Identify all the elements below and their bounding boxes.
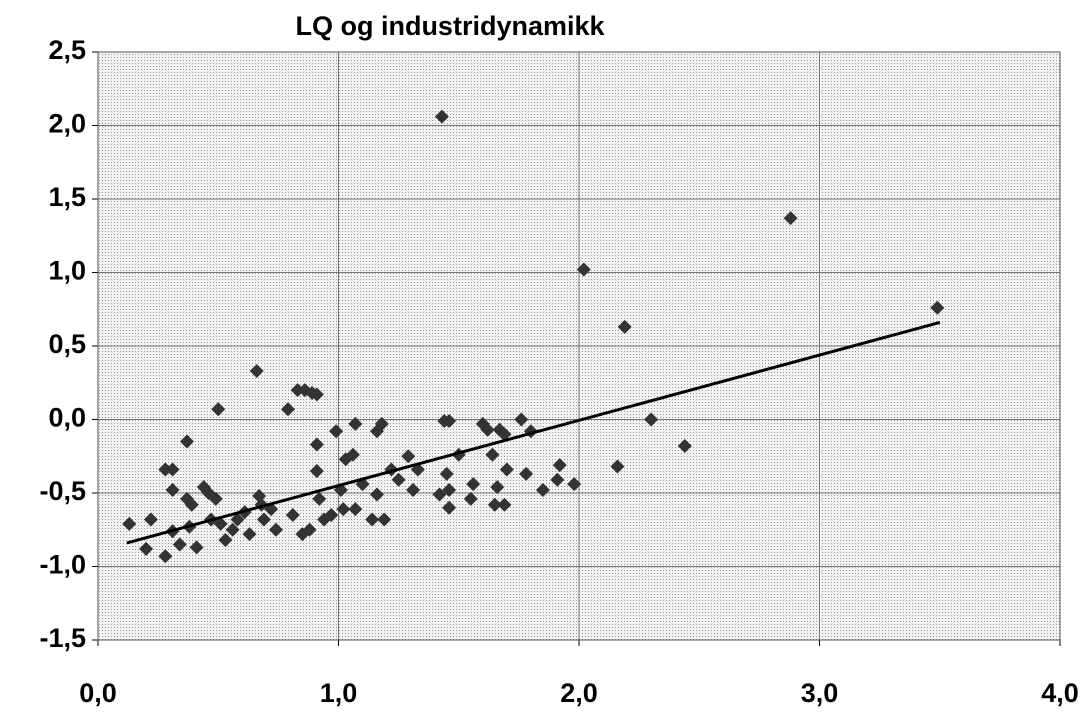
x-tick-label: 2,0: [560, 678, 598, 708]
y-tick-label: -1,0: [39, 550, 86, 580]
point: [463, 491, 478, 506]
point: [225, 522, 240, 537]
point: [550, 472, 565, 487]
point: [336, 502, 351, 517]
y-tick-label: -0,5: [39, 476, 86, 506]
y-tick-label: 0,5: [48, 329, 86, 359]
point: [783, 211, 798, 226]
point: [576, 262, 591, 277]
y-tick-label: 2,0: [48, 109, 86, 139]
point: [610, 459, 625, 474]
point: [442, 413, 457, 428]
point: [930, 300, 945, 315]
point: [432, 487, 447, 502]
y-tick-label: 1,5: [48, 182, 86, 212]
point: [329, 424, 344, 439]
point: [208, 491, 223, 506]
point: [377, 512, 392, 527]
point: [165, 462, 180, 477]
x-tick-label: 4,0: [1041, 678, 1079, 708]
point: [242, 527, 257, 542]
point: [552, 458, 567, 473]
point: [348, 416, 363, 431]
plot-border: [97, 51, 1061, 641]
y-tick-label: 2,5: [48, 35, 86, 65]
point: [442, 500, 457, 515]
x-tick-label: 0,0: [79, 678, 117, 708]
point: [487, 497, 502, 512]
point: [184, 497, 199, 512]
point: [617, 319, 632, 334]
point: [189, 540, 204, 555]
chart-title: LQ og industridynamikk: [295, 11, 605, 41]
point: [280, 402, 295, 417]
point: [309, 387, 324, 402]
point: [309, 437, 324, 452]
point: [324, 508, 339, 523]
y-tick-label: -1,5: [39, 623, 86, 653]
point: [302, 522, 317, 537]
x-tick-label: 1,0: [320, 678, 358, 708]
point: [401, 449, 416, 464]
point: [480, 422, 495, 437]
point: [213, 516, 228, 531]
point: [143, 512, 158, 527]
point: [172, 537, 187, 552]
point: [406, 483, 421, 498]
point: [374, 416, 389, 431]
x-tick-label: 3,0: [801, 678, 839, 708]
point: [218, 533, 233, 548]
point: [442, 483, 457, 498]
point: [158, 549, 173, 564]
point: [485, 447, 500, 462]
point: [535, 483, 550, 498]
point: [158, 462, 173, 477]
point: [439, 466, 454, 481]
point: [345, 447, 360, 462]
point: [497, 427, 512, 442]
point: [644, 412, 659, 427]
point: [122, 516, 137, 531]
point: [309, 463, 324, 478]
point: [285, 508, 300, 523]
point: [391, 472, 406, 487]
point: [567, 477, 582, 492]
point: [499, 462, 514, 477]
point: [312, 491, 327, 506]
point: [677, 438, 692, 453]
point: [514, 412, 529, 427]
point: [256, 512, 271, 527]
point: [490, 480, 505, 495]
trend-line: [126, 321, 941, 545]
y-tick-label: 0,0: [48, 403, 86, 433]
point: [434, 109, 449, 124]
point: [369, 487, 384, 502]
point: [179, 434, 194, 449]
point: [348, 502, 363, 517]
point: [230, 512, 245, 527]
point: [365, 512, 380, 527]
point: [268, 522, 283, 537]
point: [211, 402, 226, 417]
point: [139, 541, 154, 556]
point: [519, 466, 534, 481]
point: [165, 483, 180, 498]
point: [497, 497, 512, 512]
point: [466, 477, 481, 492]
point: [249, 363, 264, 378]
y-tick-label: 1,0: [48, 256, 86, 286]
point: [290, 383, 305, 398]
